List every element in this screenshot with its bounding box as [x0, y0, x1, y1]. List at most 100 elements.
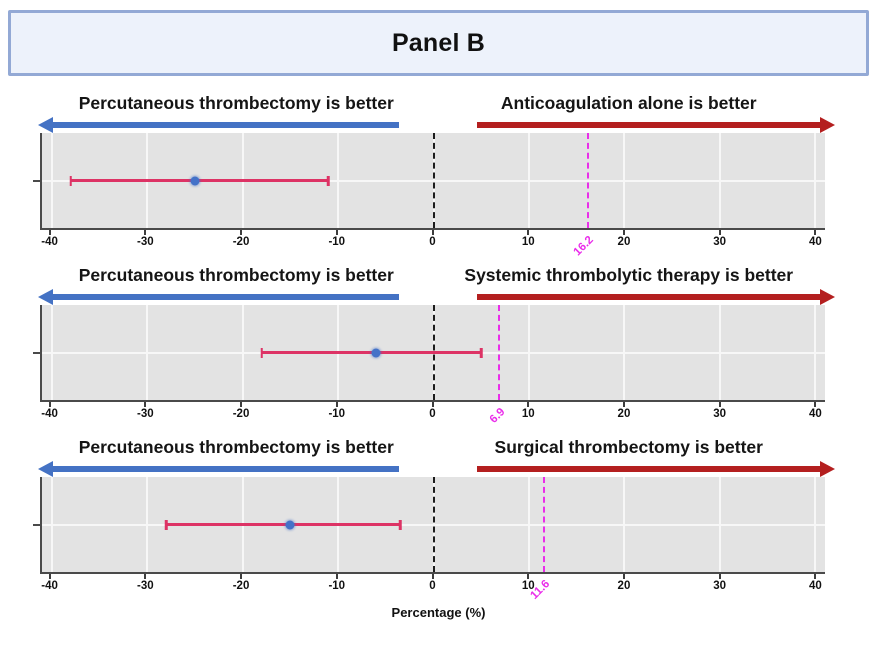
x-tick-label: 20	[617, 236, 631, 248]
x-tick-mark	[48, 402, 51, 407]
x-tick-mark	[431, 574, 434, 579]
plot-area	[33, 477, 825, 574]
panel-title-box: Panel B	[8, 10, 869, 76]
threshold-line	[498, 305, 501, 400]
threshold-line	[587, 133, 590, 228]
direction-arrows	[37, 116, 836, 133]
x-tick-label: 10	[521, 408, 535, 420]
x-tick-mark	[144, 574, 147, 579]
x-tick-label: -30	[136, 236, 154, 248]
threshold-value-label: 16.2	[571, 234, 597, 259]
confidence-interval	[42, 133, 825, 228]
x-axis: -40 -30 -20 -10 0 10 20 30 40 11.6	[40, 574, 825, 602]
direction-arrows	[37, 288, 836, 305]
x-tick-mark	[814, 574, 817, 579]
chart-header: Percutaneous thrombectomy is better Surgi…	[40, 434, 825, 460]
x-tick-mark	[527, 230, 530, 235]
chart-row-1: Percutaneous thrombectomy is better Antic…	[33, 90, 836, 258]
x-tick-mark	[622, 574, 625, 579]
right-arrow-shaft	[477, 121, 823, 128]
point-estimate	[190, 176, 200, 185]
x-tick-label: 30	[713, 408, 727, 420]
x-tick-mark	[814, 230, 817, 235]
x-tick-label: 0	[429, 236, 436, 248]
x-tick-label: 40	[809, 580, 822, 592]
x-tick-mark	[431, 402, 434, 407]
ci-line	[166, 523, 401, 526]
left-arrow-head	[37, 116, 53, 133]
ci-cap-low	[164, 519, 168, 530]
x-tick-mark	[527, 402, 530, 407]
x-tick-label: -10	[328, 580, 346, 592]
x-tick-mark	[814, 402, 817, 407]
left-arrow-icon	[37, 116, 399, 133]
x-tick-mark	[527, 574, 530, 579]
right-arrow-head	[820, 460, 836, 477]
x-tick-label: 0	[429, 408, 436, 420]
x-tick-label: -10	[328, 408, 346, 420]
x-tick-label: -30	[136, 408, 154, 420]
threshold-line	[543, 477, 546, 572]
ci-cap-low	[69, 175, 72, 186]
x-tick-mark	[144, 230, 147, 235]
charts-container: Percutaneous thrombectomy is better Antic…	[0, 90, 877, 602]
x-tick-label: -40	[41, 580, 58, 592]
ci-cap-high	[398, 519, 402, 530]
ci-cap-high	[327, 175, 330, 186]
x-tick-label: -20	[232, 236, 250, 248]
zero-reference-line	[432, 477, 435, 572]
x-axis: -40 -30 -20 -10 0 10 20 30 40 6.9	[40, 402, 825, 426]
left-arrow-icon	[37, 288, 399, 305]
x-tick-mark	[48, 574, 51, 579]
zero-reference-line	[432, 133, 435, 228]
left-direction-label: Percutaneous thrombectomy is better	[78, 264, 394, 285]
x-tick-label: 30	[713, 580, 727, 592]
x-axis-title-row: Percentage (%)	[0, 604, 877, 622]
ci-cap-low	[260, 347, 263, 358]
right-arrow-head	[820, 288, 836, 305]
x-tick-label: 40	[809, 236, 822, 248]
x-tick-label: 40	[809, 408, 822, 420]
x-tick-mark	[431, 230, 434, 235]
right-direction-label: Surgical thrombectomy is better	[494, 436, 763, 457]
x-tick-label: 20	[617, 408, 631, 420]
x-tick-label: 30	[713, 236, 727, 248]
x-tick-mark	[240, 402, 243, 407]
x-tick-mark	[718, 402, 721, 407]
right-direction-label: Anticoagulation alone is better	[500, 92, 757, 113]
ci-line	[70, 179, 329, 182]
plot-area	[33, 305, 825, 402]
left-arrow-head	[37, 460, 53, 477]
left-arrow-shaft	[50, 293, 399, 300]
right-arrow-shaft	[477, 293, 823, 300]
direction-arrows	[37, 460, 836, 477]
left-arrow-head	[37, 288, 53, 305]
x-tick-label: -10	[328, 236, 346, 248]
chart-row-3: Percutaneous thrombectomy is better Surgi…	[33, 434, 836, 602]
x-tick-mark	[622, 402, 625, 407]
x-tick-mark	[240, 230, 243, 235]
x-tick-mark	[718, 574, 721, 579]
x-tick-mark	[48, 230, 51, 235]
confidence-interval	[42, 477, 825, 572]
left-arrow-shaft	[50, 465, 399, 472]
x-tick-mark	[335, 574, 338, 579]
plot-area	[33, 133, 825, 230]
y-axis-tick	[33, 179, 41, 182]
point-estimate	[285, 520, 295, 529]
right-arrow-head	[820, 116, 836, 133]
right-arrow-icon	[477, 460, 836, 477]
y-axis-tick	[33, 523, 41, 526]
ci-cap-high	[479, 347, 483, 358]
x-tick-mark	[240, 574, 243, 579]
x-tick-mark	[718, 230, 721, 235]
chart-header: Percutaneous thrombectomy is better Syste…	[40, 262, 825, 288]
right-arrow-shaft	[477, 465, 823, 472]
x-tick-label: -20	[232, 408, 250, 420]
x-tick-label: 10	[521, 580, 535, 592]
ci-line	[261, 351, 482, 354]
x-tick-label: -20	[232, 580, 250, 592]
x-tick-mark	[335, 402, 338, 407]
right-direction-label: Systemic thrombolytic therapy is better	[464, 264, 794, 285]
x-tick-label: -30	[136, 580, 154, 592]
